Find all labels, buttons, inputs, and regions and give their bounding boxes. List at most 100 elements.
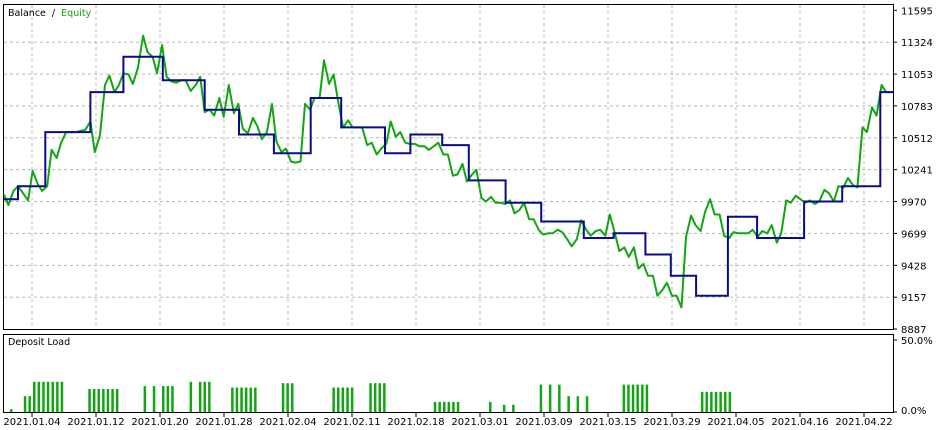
deposit-load-bar (447, 401, 451, 412)
x-tick-label: 2021.03.15 (579, 417, 636, 428)
deposit-load-bar (37, 381, 41, 412)
deposit-load-bar (539, 384, 543, 412)
deposit-load-y-ticks: 50.0% 0.0% (893, 336, 933, 417)
deposit-load-bar (60, 381, 64, 412)
deposit-load-bar (700, 391, 704, 412)
x-tick-label: 2021.01.28 (195, 417, 252, 428)
x-tick-label: 2021.03.01 (451, 417, 508, 428)
x-axis-ticks: 2021.01.04 2021.01.12 2021.01.20 2021.01.28… (3, 413, 893, 428)
deposit-load-bar (512, 404, 515, 412)
x-tick-label: 2021.01.12 (67, 417, 124, 428)
deposit-load-bar (622, 384, 626, 412)
deposit-load-bar (627, 384, 630, 412)
deposit-load-bar (203, 381, 206, 412)
x-tick-label: 2021.02.04 (259, 417, 316, 428)
deposit-load-bar (433, 401, 437, 412)
legend-equity: Equity (61, 8, 91, 19)
deposit-load-bar (198, 381, 202, 412)
main-chart-frame (3, 4, 894, 330)
y-tick-label: 9699 (901, 229, 926, 240)
legend: Balance / Equity (8, 8, 92, 19)
legend-balance: Balance (8, 8, 46, 19)
y-tick-label: 11595 (901, 6, 933, 17)
deposit-load-bar (585, 396, 589, 412)
deposit-load-frame (3, 334, 894, 413)
x-tick-label: 2021.03.29 (643, 417, 700, 428)
deposit-load-bar (111, 389, 114, 412)
deposit-load-bar (102, 389, 105, 412)
y-tick-label: 8887 (901, 325, 926, 336)
balance-line (4, 55, 893, 297)
deposit-load-bar (337, 387, 340, 412)
deposit-load-bar (281, 383, 285, 412)
deposit-load-bar (438, 401, 441, 412)
deposit-load-bar (710, 391, 713, 412)
deposit-load-bar (373, 383, 377, 412)
y-axis-ticks: 11595 11324 11053 10783 10512 10241 9970 9699 94… (893, 6, 933, 336)
deposit-load-bar (244, 387, 248, 412)
deposit-load-bar (548, 384, 552, 412)
deposit-load-bar (97, 389, 100, 412)
vertical-gridlines (31, 5, 865, 329)
deposit-load-bar (56, 381, 59, 412)
deposit-load-bar (240, 387, 243, 412)
dl-tick-label: 0.0% (901, 406, 926, 417)
deposit-load-bar (452, 401, 455, 412)
deposit-load-bar (641, 384, 644, 412)
deposit-load-bar (171, 386, 174, 412)
balance-series (4, 55, 893, 297)
y-tick-label: 9970 (901, 198, 926, 209)
deposit-load-bar (28, 396, 31, 412)
deposit-load-bar (383, 383, 386, 412)
deposit-load-bar (378, 383, 381, 412)
x-tick-label: 2021.04.16 (771, 417, 828, 428)
y-tick-label: 9428 (901, 261, 926, 272)
x-tick-label: 2021.04.22 (835, 417, 892, 428)
deposit-load-bar (502, 404, 506, 412)
deposit-load-bar (92, 389, 96, 412)
legend-separator: / (52, 8, 56, 19)
deposit-load-bar (115, 389, 119, 412)
deposit-load-bar (166, 386, 170, 412)
deposit-load-bar (724, 391, 727, 412)
x-tick-label: 2021.01.20 (131, 417, 188, 428)
x-tick-label: 2021.03.09 (515, 417, 572, 428)
deposit-load-bar (291, 383, 294, 412)
deposit-load-bar (46, 381, 50, 412)
deposit-load-bar (208, 381, 211, 412)
y-tick-label: 10783 (901, 102, 933, 113)
deposit-load-bar (636, 384, 639, 412)
deposit-load-bar (106, 389, 110, 412)
dl-tick-label: 50.0% (901, 336, 933, 347)
deposit-load-bar (33, 381, 36, 412)
deposit-load-bar (728, 391, 732, 412)
deposit-load-bar (456, 401, 460, 412)
deposit-load-bar (143, 386, 147, 412)
y-tick-label: 9157 (901, 293, 926, 304)
deposit-load-bar (42, 381, 45, 412)
deposit-load-bar (332, 387, 335, 412)
deposit-load-bar (10, 409, 13, 412)
deposit-load-bar (346, 387, 349, 412)
deposit-load-bar (443, 401, 446, 412)
deposit-load-bar (350, 387, 354, 412)
deposit-load-bar (235, 387, 239, 412)
deposit-load-bar (162, 386, 165, 412)
y-tick-label: 10241 (901, 166, 933, 177)
deposit-load-bar (341, 387, 345, 412)
deposit-load-bar (286, 383, 289, 412)
deposit-load-bar (705, 391, 708, 412)
x-tick-label: 2021.04.05 (707, 417, 764, 428)
deposit-load-bar (254, 387, 257, 412)
deposit-load-bar (631, 384, 635, 412)
deposit-load-bar (576, 396, 580, 412)
deposit-load-bar (558, 384, 561, 412)
deposit-load-bar (88, 389, 91, 412)
deposit-load-bar (249, 387, 252, 412)
deposit-load-bars (10, 381, 732, 412)
deposit-load-bar (231, 387, 234, 412)
deposit-load-bar (489, 401, 492, 412)
deposit-load-bar (719, 391, 722, 412)
y-tick-label: 10512 (901, 134, 933, 145)
deposit-load-bar (152, 386, 156, 412)
